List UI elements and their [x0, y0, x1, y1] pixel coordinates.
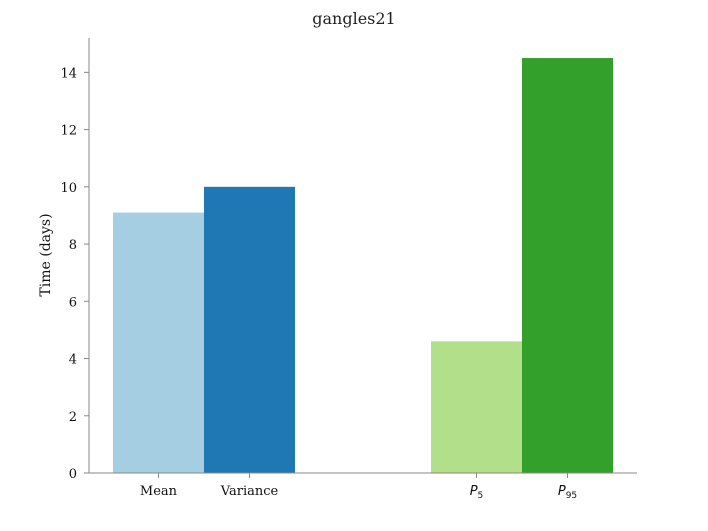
y-tick-label: 10	[60, 181, 77, 196]
plot-area: 0 2 4 6 8 10 12 14 Mean Variance P5 P95	[60, 58, 613, 501]
x-tick-label: Mean	[140, 484, 178, 499]
y-tick-label: 14	[60, 66, 77, 81]
y-tick-label: 0	[69, 467, 77, 482]
chart-title: gangles21	[312, 9, 395, 28]
y-tick-label: 12	[60, 124, 77, 139]
bar	[113, 212, 204, 473]
bar	[522, 58, 613, 473]
bar	[204, 186, 295, 473]
y-tick-label: 4	[69, 353, 77, 368]
y-tick-label: 2	[69, 410, 77, 425]
bar	[431, 341, 522, 473]
y-tick-label: 6	[69, 295, 77, 310]
x-tick-label: Variance	[220, 484, 279, 499]
y-tick-label: 8	[69, 238, 77, 253]
y-axis-label: Time (days)	[38, 213, 54, 296]
x-tick-label: P5	[470, 484, 484, 501]
x-tick-label: P95	[558, 484, 577, 501]
